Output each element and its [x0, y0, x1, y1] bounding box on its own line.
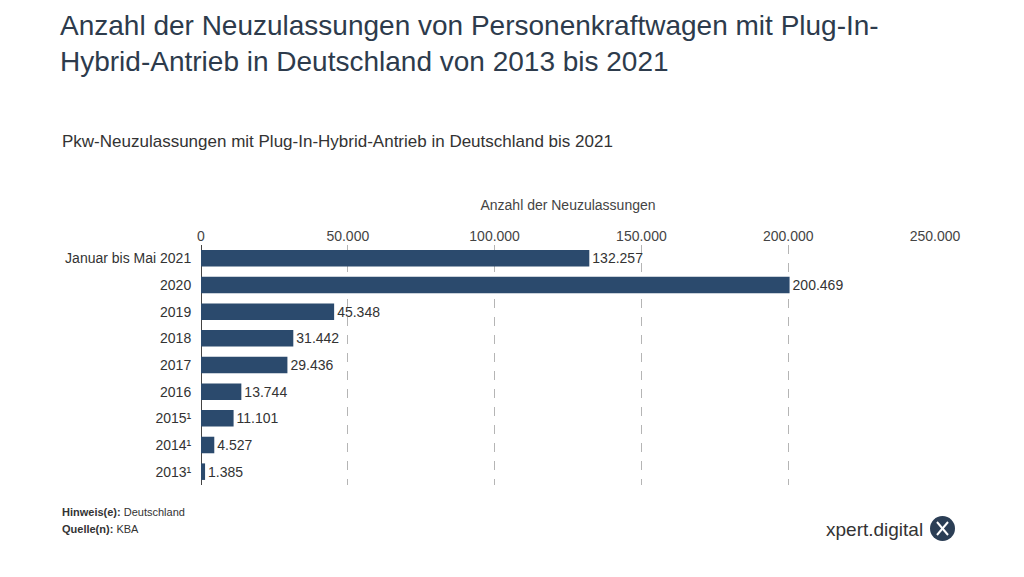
svg-text:31.442: 31.442: [296, 330, 339, 346]
svg-text:50.000: 50.000: [326, 228, 369, 244]
svg-text:Quelle(n): KBA: Quelle(n): KBA: [62, 523, 139, 535]
svg-text:100.000: 100.000: [469, 228, 520, 244]
svg-text:200.000: 200.000: [763, 228, 814, 244]
svg-text:2015¹: 2015¹: [155, 410, 191, 426]
svg-text:Januar bis Mai 2021: Januar bis Mai 2021: [65, 250, 191, 266]
svg-text:2019: 2019: [160, 304, 191, 320]
svg-text:2016: 2016: [160, 384, 191, 400]
svg-text:2014¹: 2014¹: [155, 437, 191, 453]
svg-text:132.257: 132.257: [592, 250, 643, 266]
svg-text:200.469: 200.469: [793, 277, 844, 293]
svg-text:29.436: 29.436: [290, 357, 333, 373]
svg-text:Hinweis(e): Deutschland: Hinweis(e): Deutschland: [62, 506, 185, 518]
svg-text:45.348: 45.348: [337, 304, 380, 320]
svg-text:Anzahl der Neuzulassungen: Anzahl der Neuzulassungen: [480, 197, 655, 213]
svg-text:2020: 2020: [160, 277, 191, 293]
svg-text:2018: 2018: [160, 330, 191, 346]
svg-text:2017: 2017: [160, 357, 191, 373]
svg-text:Pkw-Neuzulassungen mit Plug-In: Pkw-Neuzulassungen mit Plug-In-Hybrid-An…: [62, 132, 613, 151]
svg-text:250.000: 250.000: [910, 228, 961, 244]
svg-text:11.101: 11.101: [237, 410, 279, 426]
svg-text:150.000: 150.000: [616, 228, 667, 244]
svg-text:2013¹: 2013¹: [155, 464, 191, 480]
svg-text:0: 0: [197, 228, 205, 244]
svg-text:xpert.digital: xpert.digital: [826, 519, 923, 540]
svg-text:1.385: 1.385: [208, 464, 243, 480]
svg-text:Anzahl der Neuzulassungen von: Anzahl der Neuzulassungen von Personenkr…: [60, 10, 879, 77]
svg-text:4.527: 4.527: [217, 437, 252, 453]
svg-text:13.744: 13.744: [244, 384, 287, 400]
